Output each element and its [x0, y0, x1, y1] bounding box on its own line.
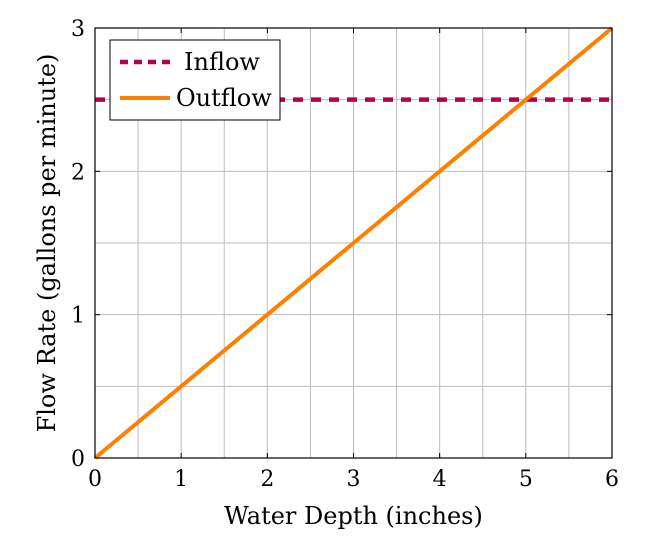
legend-label-inflow: Inflow: [184, 48, 260, 76]
x-tick-labels: 0 1 2 3 4 5 6: [88, 28, 619, 492]
legend: Inflow Outflow: [109, 39, 281, 121]
y-tick-label: 0: [71, 447, 85, 472]
x-tick-label: 1: [174, 467, 188, 492]
x-tick-label: 0: [88, 467, 102, 492]
legend-label-outflow: Outflow: [176, 84, 272, 112]
series-line-outflow: [93, 26, 614, 460]
x-tick-label: 6: [605, 467, 619, 492]
y-axis-label: Flow Rate (gallons per minute): [33, 54, 61, 433]
x-axis-label: Water Depth (inches): [224, 502, 483, 530]
x-tick-label: 4: [433, 467, 447, 492]
x-tick-label: 5: [519, 467, 533, 492]
y-tick-labels: 0 1 2 3: [71, 17, 612, 472]
x-tick-label: 2: [260, 467, 274, 492]
y-tick-label: 1: [71, 304, 85, 329]
y-tick-label: 2: [71, 160, 85, 185]
y-tick-label: 3: [71, 17, 85, 42]
series-lines: [93, 26, 614, 460]
x-tick-label: 3: [347, 467, 361, 492]
legend-box: [109, 39, 281, 121]
